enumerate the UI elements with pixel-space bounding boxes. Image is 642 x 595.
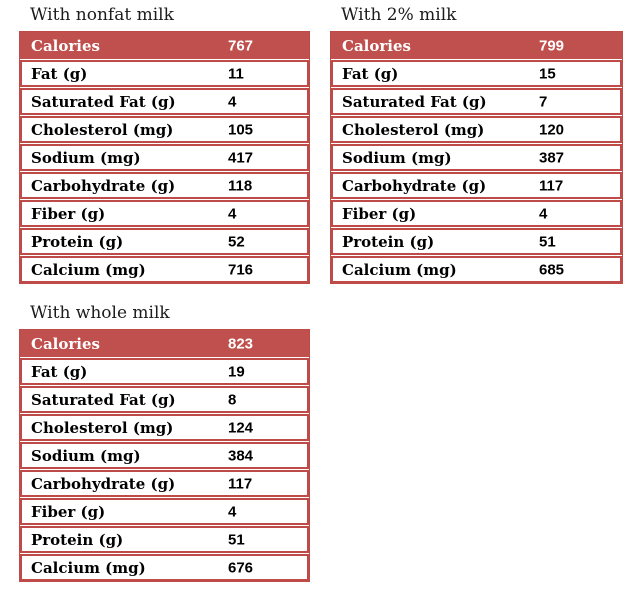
- table-row: Sodium (mg) 384: [20, 442, 309, 469]
- header-value: 767: [228, 37, 254, 54]
- table-row: Fat (g) 11: [20, 60, 309, 87]
- header-label: Calories: [31, 334, 100, 353]
- row-value: 120: [539, 121, 565, 138]
- row-label: Calcium (mg): [31, 260, 146, 279]
- table-row: Saturated Fat (g) 4: [20, 88, 309, 115]
- row-label: Fat (g): [342, 64, 399, 83]
- table-header-row: Calories 799: [331, 32, 622, 59]
- table-row: Sodium (mg) 417: [20, 144, 309, 171]
- table-row: Carbohydrate (g) 117: [331, 172, 622, 199]
- header-value: 799: [539, 37, 565, 54]
- row-value: 387: [539, 149, 565, 166]
- table-row: Cholesterol (mg) 105: [20, 116, 309, 143]
- row-value: 11: [228, 65, 244, 82]
- row-value: 19: [228, 363, 245, 380]
- table-row: Saturated Fat (g) 7: [331, 88, 622, 115]
- row-value: 124: [228, 419, 254, 436]
- row-label: Cholesterol (mg): [31, 418, 174, 437]
- row-label: Fiber (g): [31, 502, 106, 521]
- table-row: Protein (g) 51: [20, 526, 309, 553]
- row-label: Cholesterol (mg): [31, 120, 174, 139]
- table-row: Carbohydrate (g) 117: [20, 470, 309, 497]
- row-label: Protein (g): [31, 530, 124, 549]
- row-label: Fiber (g): [342, 204, 417, 223]
- table-row: Sodium (mg) 387: [331, 144, 622, 171]
- table-row: Carbohydrate (g) 118: [20, 172, 309, 199]
- row-label: Fat (g): [31, 64, 88, 83]
- table-title-2percent: With 2% milk: [341, 5, 457, 25]
- table-row: Fiber (g) 4: [20, 200, 309, 227]
- table-row: Calcium (mg) 676: [20, 554, 309, 581]
- nutrition-table-whole: Calories 823 Fat (g) 19 Saturated Fat (g…: [19, 329, 310, 582]
- table-header-row: Calories 767: [20, 32, 309, 59]
- row-value: 685: [539, 261, 565, 278]
- row-label: Carbohydrate (g): [31, 176, 176, 195]
- row-value: 51: [228, 531, 245, 548]
- row-value: 716: [228, 261, 254, 278]
- row-label: Sodium (mg): [342, 148, 452, 167]
- row-value: 676: [228, 559, 254, 576]
- row-value: 4: [228, 205, 237, 222]
- row-value: 417: [228, 149, 254, 166]
- row-value: 51: [539, 233, 556, 250]
- row-value: 118: [228, 177, 253, 194]
- table-row: Protein (g) 51: [331, 228, 622, 255]
- row-value: 7: [539, 93, 548, 110]
- table-row: Saturated Fat (g) 8: [20, 386, 309, 413]
- table-row: Fiber (g) 4: [20, 498, 309, 525]
- row-label: Fiber (g): [31, 204, 106, 223]
- row-label: Fat (g): [31, 362, 88, 381]
- nonfat-milk-section: With nonfat milk Calories 767 Fat (g) 11…: [19, 4, 310, 284]
- header-label: Calories: [342, 36, 411, 55]
- row-label: Carbohydrate (g): [342, 176, 487, 195]
- table-row: Fat (g) 15: [331, 60, 622, 87]
- row-label: Protein (g): [31, 232, 124, 251]
- row-label: Cholesterol (mg): [342, 120, 485, 139]
- nutrition-table-2percent: Calories 799 Fat (g) 15 Saturated Fat (g…: [330, 31, 623, 284]
- row-value: 384: [228, 447, 254, 464]
- row-label: Saturated Fat (g): [342, 92, 487, 111]
- row-label: Sodium (mg): [31, 148, 141, 167]
- table-row: Cholesterol (mg) 124: [20, 414, 309, 441]
- row-label: Protein (g): [342, 232, 435, 251]
- row-value: 4: [228, 93, 237, 110]
- row-value: 117: [228, 475, 253, 492]
- row-label: Sodium (mg): [31, 446, 141, 465]
- whole-milk-section: With whole milk Calories 823 Fat (g) 19 …: [19, 302, 310, 582]
- row-value: 117: [539, 177, 564, 194]
- row-label: Saturated Fat (g): [31, 92, 176, 111]
- table-header-row: Calories 823: [20, 330, 309, 357]
- table-row: Calcium (mg) 716: [20, 256, 309, 283]
- row-value: 105: [228, 121, 254, 138]
- row-value: 8: [228, 391, 237, 408]
- nutrition-table-nonfat: Calories 767 Fat (g) 11 Saturated Fat (g…: [19, 31, 310, 284]
- header-label: Calories: [31, 36, 100, 55]
- table-row: Protein (g) 52: [20, 228, 309, 255]
- table-row: Fat (g) 19: [20, 358, 309, 385]
- row-label: Saturated Fat (g): [31, 390, 176, 409]
- row-value: 4: [539, 205, 548, 222]
- table-title-whole: With whole milk: [30, 303, 170, 323]
- table-title-nonfat: With nonfat milk: [30, 5, 174, 25]
- header-value: 823: [228, 335, 254, 352]
- row-label: Calcium (mg): [342, 260, 457, 279]
- row-value: 52: [228, 233, 245, 250]
- table-row: Fiber (g) 4: [331, 200, 622, 227]
- row-label: Carbohydrate (g): [31, 474, 176, 493]
- row-value: 4: [228, 503, 237, 520]
- table-row: Calcium (mg) 685: [331, 256, 622, 283]
- table-row: Cholesterol (mg) 120: [331, 116, 622, 143]
- two-percent-milk-section: With 2% milk Calories 799 Fat (g) 15 Sat…: [330, 4, 623, 284]
- row-label: Calcium (mg): [31, 558, 146, 577]
- row-value: 15: [539, 65, 556, 82]
